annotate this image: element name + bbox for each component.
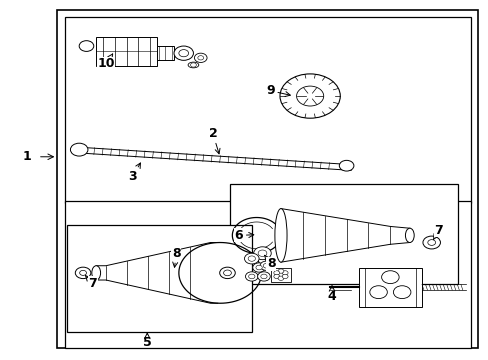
Circle shape (198, 56, 203, 60)
Text: 3: 3 (128, 163, 140, 183)
Bar (57, 10, 477, 348)
Circle shape (369, 286, 386, 298)
Text: 6: 6 (234, 229, 253, 242)
Bar (157, 46, 174, 60)
Text: 1: 1 (22, 150, 31, 163)
Circle shape (278, 269, 284, 273)
Circle shape (263, 264, 269, 268)
Circle shape (248, 274, 254, 279)
Circle shape (427, 240, 435, 246)
Bar (64, 18, 469, 203)
Bar (229, 184, 458, 284)
Circle shape (70, 143, 88, 156)
Circle shape (79, 41, 94, 51)
Circle shape (282, 274, 287, 279)
Circle shape (278, 276, 284, 280)
Ellipse shape (274, 208, 286, 262)
Circle shape (190, 63, 196, 67)
Text: 10: 10 (97, 54, 115, 71)
Circle shape (223, 270, 231, 276)
Circle shape (282, 271, 287, 275)
Circle shape (252, 263, 265, 272)
Circle shape (280, 74, 340, 118)
Circle shape (273, 271, 279, 275)
Text: 8: 8 (264, 255, 275, 270)
Circle shape (247, 256, 255, 261)
Bar (67, 225, 251, 332)
Circle shape (244, 253, 259, 264)
Text: 9: 9 (265, 84, 290, 97)
Bar (96, 37, 157, 66)
Circle shape (422, 236, 440, 249)
Circle shape (194, 53, 206, 63)
Circle shape (179, 50, 188, 57)
Text: 7: 7 (432, 224, 443, 240)
Circle shape (273, 274, 279, 279)
Circle shape (393, 286, 410, 298)
Text: 4: 4 (327, 289, 336, 303)
Circle shape (260, 274, 266, 279)
Circle shape (174, 46, 193, 60)
Circle shape (255, 265, 262, 270)
Bar (64, 202, 469, 348)
Circle shape (219, 267, 235, 279)
Circle shape (80, 270, 86, 275)
Ellipse shape (188, 62, 199, 68)
Polygon shape (281, 208, 409, 262)
Circle shape (339, 160, 353, 171)
Ellipse shape (405, 228, 413, 243)
Circle shape (381, 271, 398, 284)
Circle shape (258, 250, 266, 256)
Ellipse shape (92, 266, 101, 280)
Text: 8: 8 (172, 247, 181, 267)
Bar (271, 267, 290, 282)
Circle shape (296, 86, 323, 106)
Text: 5: 5 (142, 336, 151, 349)
Circle shape (253, 247, 271, 260)
Text: 7: 7 (85, 276, 97, 290)
Text: 2: 2 (208, 127, 220, 154)
Circle shape (260, 261, 272, 270)
Polygon shape (96, 243, 217, 303)
Circle shape (75, 267, 91, 279)
Circle shape (257, 272, 270, 281)
Bar (358, 267, 421, 307)
Circle shape (245, 272, 258, 281)
